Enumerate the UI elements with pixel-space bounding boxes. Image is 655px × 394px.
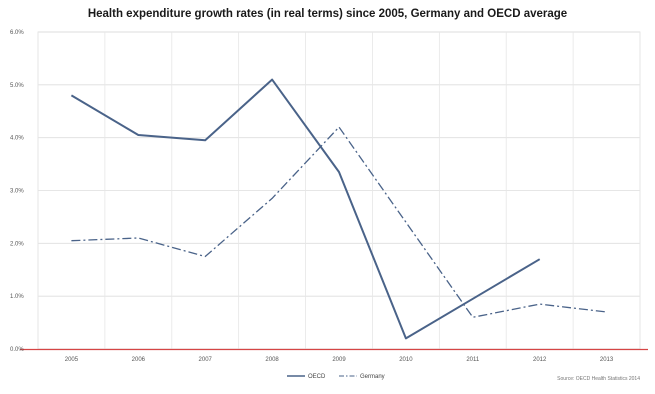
- x-tick-label: 2006: [132, 357, 146, 363]
- x-tick-label: 2005: [65, 357, 79, 363]
- legend: OECD Germany: [287, 374, 385, 380]
- x-tick-label: 2011: [466, 357, 480, 363]
- series-lines: [70, 78, 607, 340]
- y-tick-label: 3.0%: [10, 189, 24, 195]
- x-tick-label: 2013: [600, 357, 614, 363]
- x-tick-label: 2008: [265, 357, 279, 363]
- series-line-germany: [71, 126, 607, 318]
- y-axis-ticks: 0.0% 1.0% 2.0% 3.0% 4.0% 5.0% 6.0%: [10, 30, 24, 353]
- y-tick-label: 2.0%: [10, 241, 24, 247]
- chart-title: Health expenditure growth rates (in real…: [87, 8, 568, 20]
- y-tick-label: 0.0%: [10, 347, 24, 353]
- series-line-oecd: [70, 78, 541, 340]
- y-tick-label: 1.0%: [10, 294, 24, 300]
- y-tick-label: 4.0%: [10, 136, 24, 142]
- legend-label-oecd: OECD: [308, 374, 326, 380]
- x-axis-ticks: 2005 2006 2007 2008 2009 2010 2011 2012 2013: [65, 357, 614, 363]
- grid-lines: [20, 31, 648, 351]
- legend-label-germany: Germany: [360, 374, 385, 380]
- source-note: Source: OECD Health Statistics 2014: [557, 376, 640, 382]
- y-tick-label: 5.0%: [10, 83, 24, 89]
- x-tick-label: 2010: [399, 357, 413, 363]
- y-tick-label: 6.0%: [10, 30, 24, 36]
- x-tick-label: 2009: [332, 357, 346, 363]
- x-tick-label: 2007: [199, 357, 213, 363]
- x-tick-label: 2012: [533, 357, 547, 363]
